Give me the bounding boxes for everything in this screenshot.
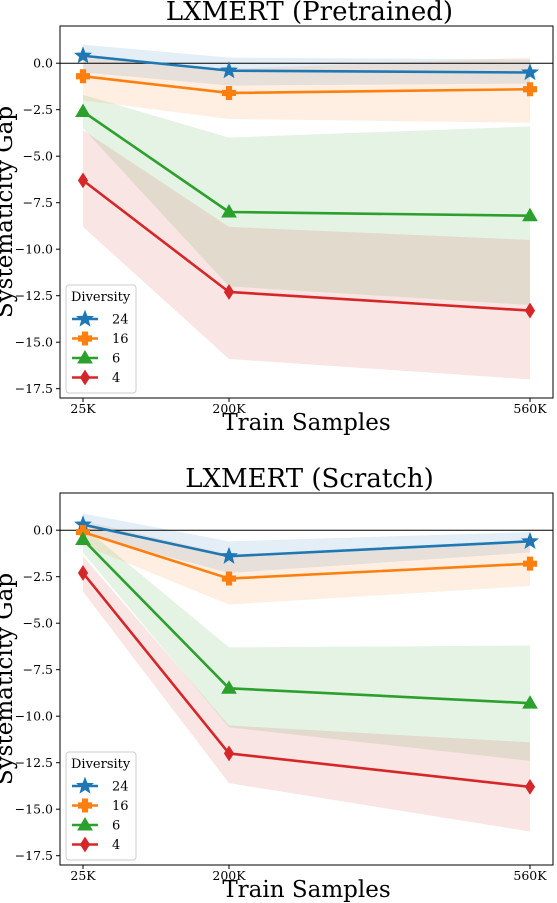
legend-marker-diversity-16 (78, 331, 92, 346)
y-tick-label: 0.0 (33, 56, 53, 71)
legend-marker-diversity-6 (77, 817, 93, 831)
data-point-diversity-6-25K (75, 531, 91, 545)
legend-entry-diversity-24: 24 (112, 780, 129, 795)
legend-title: Diversity (71, 290, 131, 305)
y-tick-label: −10.0 (15, 709, 53, 724)
data-point-diversity-4-560K (524, 778, 536, 795)
data-point-diversity-4-200K (223, 284, 235, 300)
data-point-diversity-24-25K (74, 46, 92, 64)
legend-box (65, 751, 137, 861)
x-axis-label: Train Samples (222, 877, 390, 903)
legend: Diversity 24 16 6 4 (65, 284, 137, 394)
chart-title: LXMERT (Scratch) (185, 464, 433, 494)
data-point-diversity-24-200K (220, 546, 238, 564)
data-point-diversity-16-200K (222, 85, 236, 100)
data-point-diversity-4-200K (223, 745, 235, 762)
data-point-diversity-24-200K (220, 61, 238, 79)
confidence-band-diversity-4 (83, 130, 530, 380)
data-point-diversity-4-560K (524, 302, 536, 319)
y-tick-label: −12.5 (15, 755, 53, 770)
chart-panel-pretrained: LXMERT (Pretrained) 0.0 −2.5 −5.0 −7.5 −10.0 −… (0, 0, 554, 436)
legend-box (65, 284, 137, 394)
y-tick-label: −15.0 (15, 802, 53, 817)
x-tick-label: 25K (70, 868, 96, 883)
data-point-diversity-6-200K (221, 204, 237, 218)
data-point-diversity-6-560K (522, 695, 538, 709)
data-point-diversity-16-560K (523, 556, 537, 571)
legend-marker-diversity-6 (77, 350, 93, 364)
data-point-diversity-24-560K (521, 63, 539, 81)
x-tick-label: 25K (70, 401, 96, 416)
confidence-band-diversity-4 (83, 556, 530, 832)
y-axis-label: Systematicity Gap (0, 106, 18, 318)
y-tick-label: −12.5 (15, 288, 53, 303)
legend-marker-diversity-4 (79, 836, 91, 853)
data-point-diversity-4-25K (77, 172, 89, 189)
x-tick-label: 200K (212, 868, 246, 883)
x-tick-label: 200K (212, 401, 246, 416)
y-tick-label: −7.5 (23, 662, 53, 677)
y-tick-label: −17.5 (15, 381, 53, 396)
confidence-band-diversity-6 (83, 94, 530, 305)
legend-entry-diversity-24: 24 (112, 313, 129, 328)
data-point-diversity-4-25K (77, 565, 89, 581)
legend-title: Diversity (71, 757, 131, 772)
legend-marker-diversity-24 (76, 776, 94, 794)
data-point-diversity-24-560K (521, 531, 539, 549)
legend-entry-diversity-4: 4 (112, 838, 120, 853)
legend-entry-diversity-16: 16 (112, 332, 129, 347)
y-tick-label: −5.0 (23, 616, 53, 631)
confidence-band-diversity-24 (83, 44, 530, 86)
y-tick-label: −15.0 (15, 335, 53, 350)
y-tick-label: −10.0 (15, 242, 53, 257)
chart-panel-scratch: LXMERT (Scratch) 0.0 −2.5 −5.0 −7.5 −10.0 −12.… (0, 464, 554, 903)
y-tick-label: −7.5 (23, 195, 53, 210)
legend: Diversity 24 16 6 4 (65, 751, 137, 861)
legend-marker-diversity-24 (76, 309, 94, 327)
confidence-band-diversity-16 (83, 57, 530, 123)
legend-entry-diversity-6: 6 (112, 352, 120, 367)
plot-area-frame (59, 492, 554, 866)
legend-marker-diversity-4 (79, 369, 91, 386)
y-tick-label: −2.5 (23, 102, 53, 117)
data-point-diversity-6-560K (522, 207, 538, 222)
y-tick-label: −5.0 (23, 149, 53, 164)
data-point-diversity-6-25K (75, 103, 91, 118)
confidence-band-diversity-6 (83, 526, 530, 761)
y-tick-label: 0.0 (33, 523, 53, 538)
chart-title: LXMERT (Pretrained) (166, 0, 453, 27)
y-tick-label: −2.5 (23, 569, 53, 584)
confidence-band-diversity-16 (83, 520, 530, 605)
legend-entry-diversity-6: 6 (112, 819, 120, 834)
data-point-diversity-16-25K (76, 69, 90, 84)
x-axis-label: Train Samples (222, 410, 390, 436)
y-axis-label: Systematicity Gap (0, 573, 18, 785)
legend-entry-diversity-4: 4 (112, 371, 120, 386)
confidence-band-diversity-24 (83, 513, 530, 573)
data-point-diversity-16-560K (523, 82, 537, 97)
legend-entry-diversity-16: 16 (112, 799, 129, 814)
y-tick-label: −17.5 (15, 848, 53, 863)
data-point-diversity-6-200K (221, 680, 237, 694)
data-point-diversity-16-200K (222, 571, 236, 586)
legend-marker-diversity-16 (78, 798, 92, 813)
x-tick-label: 560K (513, 868, 547, 883)
plot-area-frame (59, 25, 554, 399)
x-tick-label: 560K (513, 401, 547, 416)
